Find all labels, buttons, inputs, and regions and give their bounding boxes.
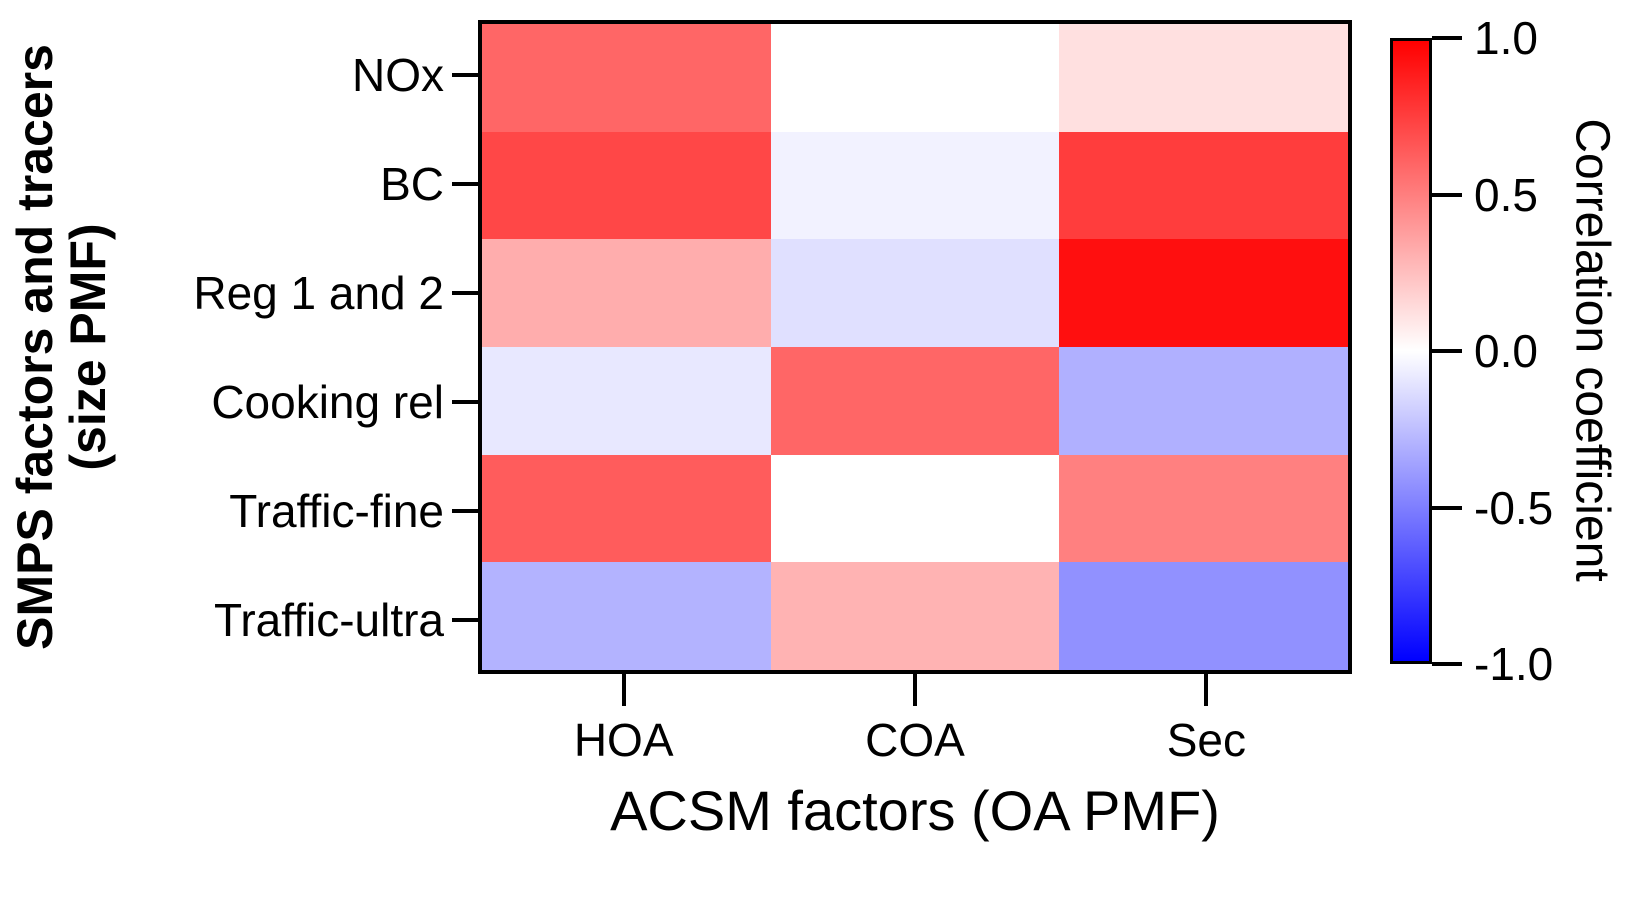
- y-axis-tick: [452, 72, 478, 77]
- heatmap-cell-Cooking-rel-Sec: [1059, 346, 1348, 455]
- col-label-COA: COA: [865, 714, 965, 766]
- y-axis-tick: [452, 181, 478, 186]
- heatmap-cell-BC-Sec: [1059, 131, 1348, 240]
- heatmap-cell-Traffic-ultra-HOA: [482, 562, 771, 670]
- colorbar-tick-label: -0.5: [1474, 481, 1554, 534]
- heatmap-cell-NOx-COA: [770, 24, 1060, 132]
- heatmap-cell-Cooking-rel-HOA: [482, 346, 771, 455]
- row-label-Traffic-ultra: Traffic-ultra: [213, 593, 444, 646]
- heatmap-cell-Reg-1-and-2-HOA: [482, 239, 771, 347]
- row-label-Cooking-rel: Cooking rel: [211, 375, 444, 428]
- heatmap-cell-Traffic-ultra-Sec: [1059, 562, 1348, 670]
- y-axis-title: SMPS factors and tracers (size PMF): [7, 44, 116, 650]
- colorbar-tick-label: 0.5: [1474, 168, 1538, 221]
- heatmap-cell-NOx-Sec: [1059, 24, 1348, 132]
- y-axis-tick: [452, 290, 478, 295]
- colorbar-tick-label: 0.0: [1474, 325, 1538, 377]
- x-axis-title: ACSM factors (OA PMF): [610, 779, 1220, 842]
- y-axis-tick: [452, 399, 478, 404]
- row-label-BC: BC: [380, 157, 444, 210]
- y-axis-tick: [452, 617, 478, 622]
- row-label-Traffic-fine: Traffic-fine: [229, 484, 444, 537]
- colorbar-tick: [1432, 505, 1462, 510]
- colorbar-tick: [1432, 662, 1462, 666]
- colorbar-tick: [1432, 349, 1462, 353]
- x-axis-tick: [621, 674, 626, 706]
- colorbar-title: Correlation coefficient: [1565, 118, 1619, 582]
- heatmap-grid: [478, 20, 1352, 674]
- y-axis-tick: [452, 508, 478, 513]
- heatmap-cell-Reg-1-and-2-Sec: [1059, 239, 1348, 347]
- heatmap-cell-Traffic-fine-Sec: [1059, 454, 1348, 563]
- x-axis-tick: [913, 674, 917, 706]
- col-label-HOA: HOA: [573, 714, 674, 766]
- heatmap-cell-BC-HOA: [482, 131, 771, 240]
- row-label-NOx: NOx: [352, 48, 444, 101]
- y-axis-title-line2: (size PMF): [60, 223, 116, 471]
- colorbar-tick: [1432, 36, 1462, 40]
- colorbar-tick-label: 1.0: [1474, 12, 1538, 64]
- colorbar-tick: [1432, 192, 1462, 197]
- row-label-Reg-1-and-2: Reg 1 and 2: [193, 266, 444, 319]
- heatmap-cell-Traffic-fine-COA: [770, 454, 1060, 563]
- heatmap-cell-NOx-HOA: [482, 24, 771, 132]
- heatmap-cell-BC-COA: [770, 131, 1060, 240]
- colorbar-gradient: [1390, 38, 1432, 664]
- heatmap-cell-Cooking-rel-COA: [770, 346, 1060, 455]
- col-label-Sec: Sec: [1166, 714, 1246, 766]
- colorbar-tick-label: -1.0: [1474, 638, 1554, 690]
- heatmap-cell-Reg-1-and-2-COA: [770, 239, 1060, 347]
- heatmap-cell-Traffic-fine-HOA: [482, 454, 771, 563]
- x-axis-tick: [1204, 674, 1209, 706]
- heatmap-cell-Traffic-ultra-COA: [770, 562, 1060, 670]
- y-axis-title-line1: SMPS factors and tracers: [7, 44, 63, 650]
